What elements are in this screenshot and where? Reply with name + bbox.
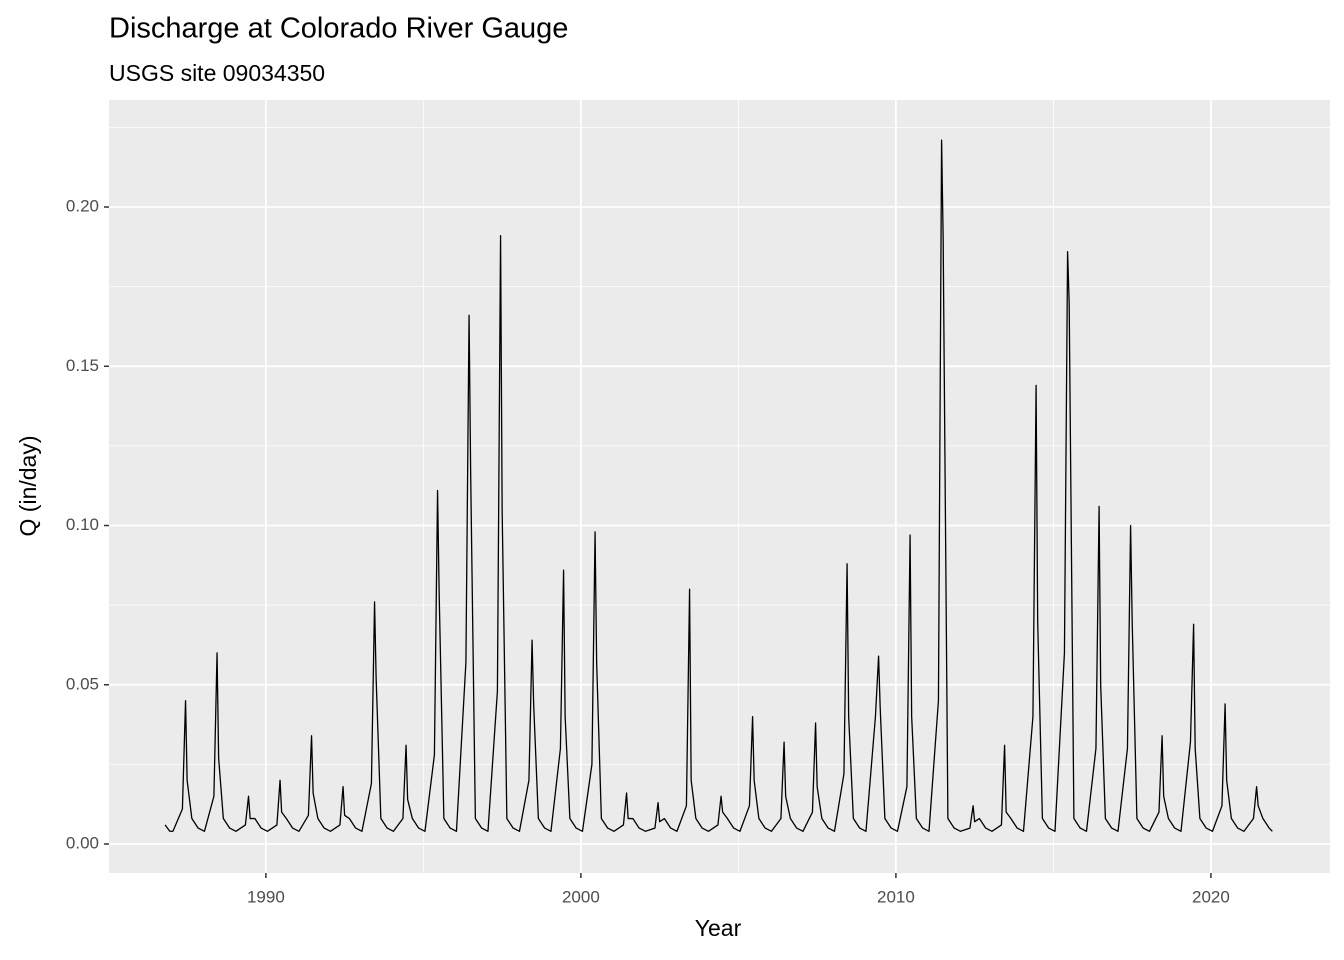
y-tick-label: 0.00 xyxy=(66,834,99,853)
x-tick-label: 2020 xyxy=(1192,887,1230,906)
y-tick-label: 0.10 xyxy=(66,515,99,534)
data-line xyxy=(164,139,1273,832)
y-tick-label: 0.05 xyxy=(66,674,99,693)
y-axis-title: Q (in/day) xyxy=(15,436,41,537)
x-axis-title: Year xyxy=(695,915,742,941)
y-tick-label: 0.15 xyxy=(66,356,99,375)
x-tick-label: 2000 xyxy=(562,887,600,906)
x-tick-label: 1990 xyxy=(247,887,285,906)
x-tick-label: 2010 xyxy=(877,887,915,906)
plot-panel xyxy=(109,100,1330,873)
chart-subtitle: USGS site 09034350 xyxy=(109,60,325,86)
chart-title: Discharge at Colorado River Gauge xyxy=(109,13,568,45)
y-tick-label: 0.20 xyxy=(66,197,99,216)
